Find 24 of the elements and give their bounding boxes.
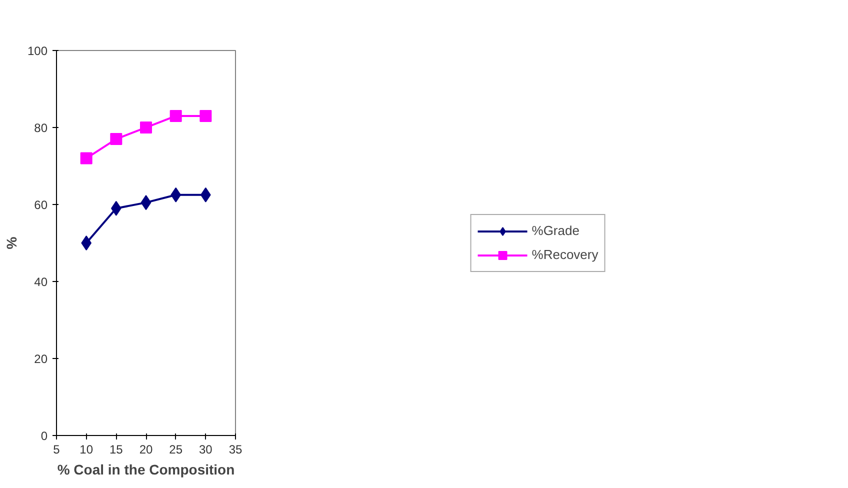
x-tick-label: 10	[80, 442, 94, 456]
x-tick-label: 35	[228, 442, 242, 456]
y-tick-label: 20	[34, 352, 48, 366]
x-tick-label: 15	[109, 442, 124, 456]
y-tick-label: 40	[34, 275, 48, 289]
point	[200, 110, 212, 122]
point	[80, 152, 92, 164]
x-axis-title: % Coal in the Composition	[57, 462, 235, 478]
y-axis-title: %	[3, 236, 20, 250]
x-tick-label: 20	[139, 442, 153, 456]
point	[140, 122, 152, 134]
point	[81, 236, 92, 250]
x-tick-label: 5	[53, 442, 60, 456]
y-tick-label: 0	[40, 429, 48, 443]
y-tick-label: 60	[34, 198, 48, 212]
legend-label: %Recovery	[532, 247, 598, 262]
x-tick-label: 25	[169, 442, 183, 456]
legend-label: %Grade	[532, 223, 580, 238]
y-tick-label: 100	[27, 44, 48, 58]
point	[170, 110, 182, 122]
point	[140, 195, 152, 210]
y-tick-label: 80	[34, 121, 48, 135]
x-tick-label: 30	[198, 442, 213, 456]
point	[110, 133, 122, 146]
